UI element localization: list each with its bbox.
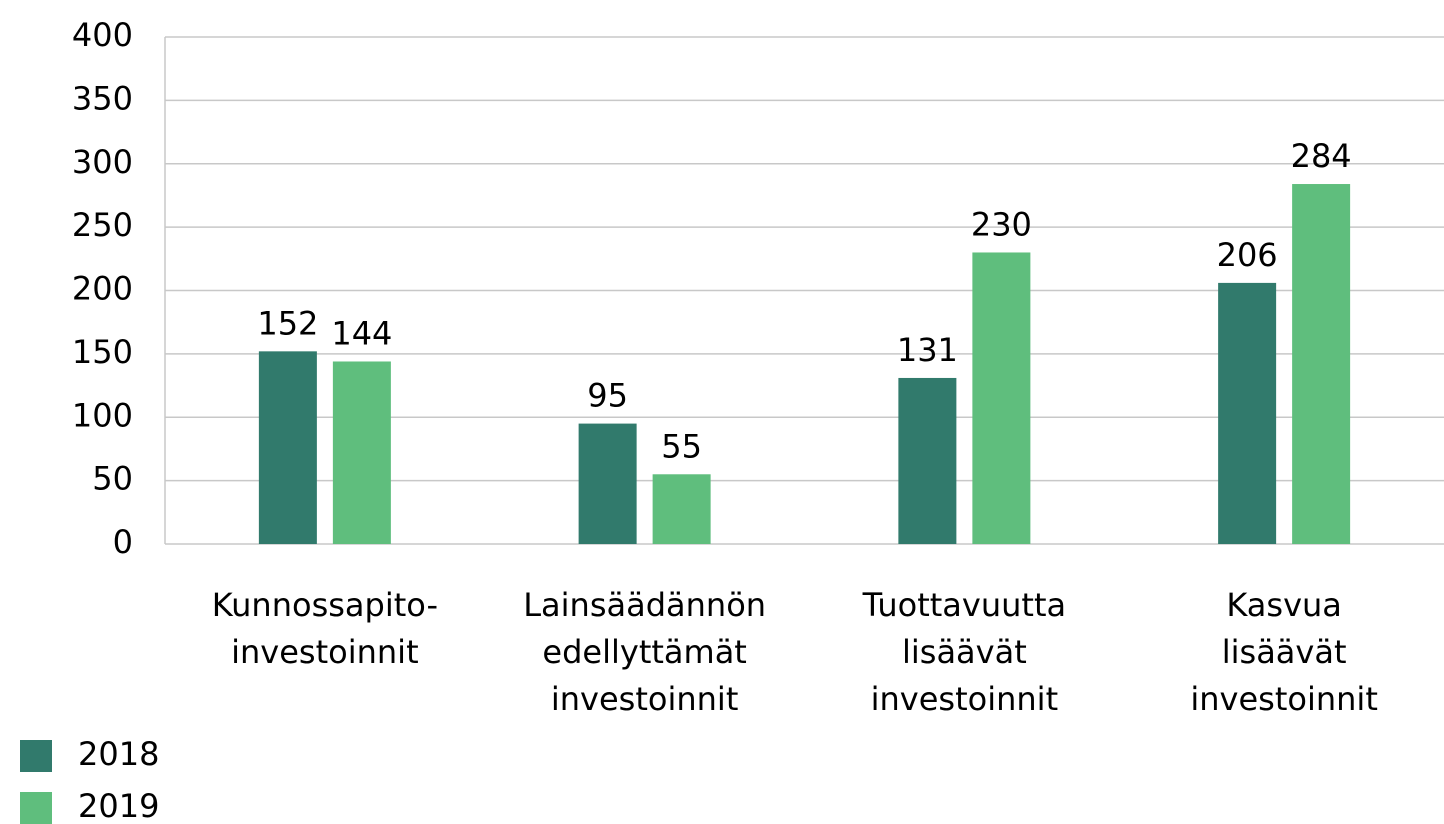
data-label: 55 (661, 427, 702, 465)
bar (258, 351, 317, 544)
bar (652, 474, 711, 544)
x-tick-label: Kunnossapito- investoinnit (211, 586, 438, 671)
bar (1292, 184, 1351, 544)
legend-swatch (20, 792, 52, 824)
legend-swatch (20, 740, 52, 772)
bar (578, 423, 637, 544)
y-tick-label: 400 (72, 16, 133, 54)
data-label: 144 (331, 314, 392, 352)
data-label: 230 (971, 205, 1032, 243)
legend-label: 2018 (78, 735, 159, 773)
bar (972, 252, 1031, 544)
data-label: 131 (897, 331, 958, 369)
bar (898, 377, 957, 544)
bar (332, 361, 391, 544)
y-tick-label: 300 (72, 143, 133, 181)
x-tick-label: Tuottavuutta lisäävät investoinnit (862, 586, 1067, 718)
y-tick-label: 0 (113, 523, 133, 561)
y-tick-label: 250 (72, 206, 133, 244)
y-tick-label: 350 (72, 79, 133, 117)
legend-label: 2019 (78, 787, 159, 824)
y-tick-label: 50 (92, 460, 133, 498)
y-tick-label: 200 (72, 270, 133, 308)
y-tick-label: 100 (72, 396, 133, 434)
data-label: 284 (1291, 137, 1352, 175)
y-tick-label: 150 (72, 333, 133, 371)
x-tick-label: Kasvua lisäävät investoinnit (1190, 586, 1378, 718)
bar (1218, 282, 1277, 544)
data-label: 152 (257, 304, 318, 342)
data-label: 95 (587, 377, 628, 415)
x-tick-label: Lainsäädännön edellyttämät investoinnit (523, 586, 767, 718)
data-label: 206 (1217, 236, 1278, 274)
